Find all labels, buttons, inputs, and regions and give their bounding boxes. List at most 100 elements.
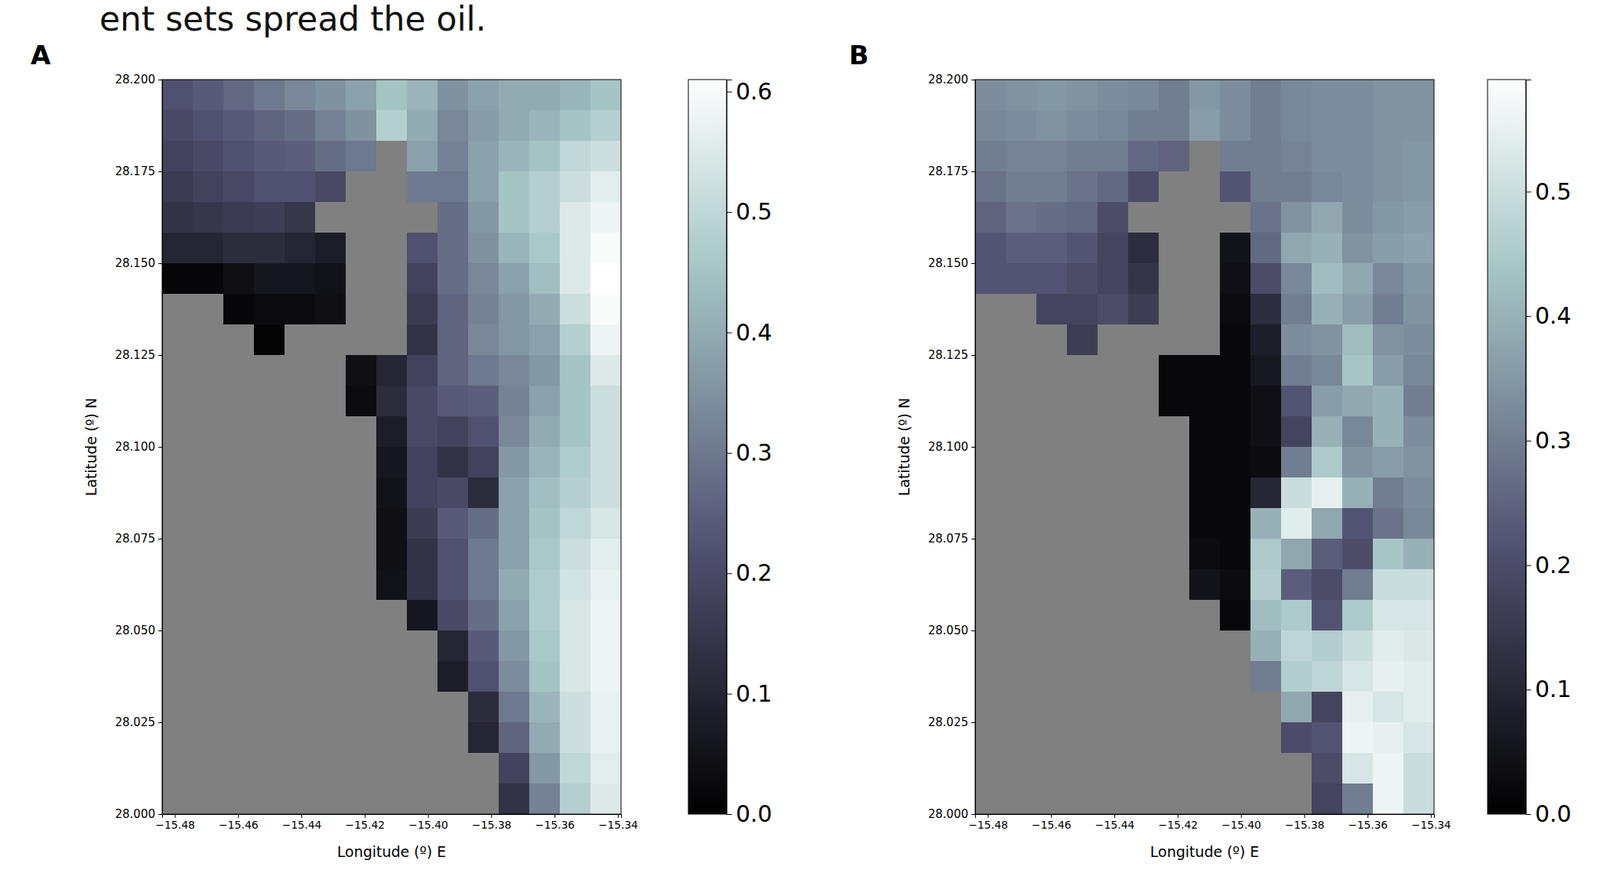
land-cell <box>1189 752 1221 784</box>
y-tick-mark <box>158 79 163 81</box>
land-cell <box>162 660 194 692</box>
cell <box>559 630 592 661</box>
x-axis: −15.48−15.46−15.44−15.42−15.40−15.38−15.… <box>155 813 638 831</box>
cell <box>498 171 531 202</box>
y-tick-label: 28.000 <box>928 806 970 821</box>
cell <box>1036 110 1068 141</box>
cell <box>437 660 469 692</box>
cell <box>1066 201 1099 233</box>
y-tick: 28.175 <box>115 164 163 179</box>
y-axis-line <box>158 80 163 815</box>
cell <box>590 354 622 386</box>
cell <box>559 446 592 478</box>
y-tick: 28.000 <box>115 806 163 821</box>
cell <box>192 232 225 264</box>
land-cell <box>376 171 408 202</box>
land-cell <box>1189 721 1221 753</box>
cell <box>1403 477 1435 508</box>
y-tick: 28.025 <box>115 715 163 729</box>
cell <box>1403 324 1435 355</box>
x-tick: −15.46 <box>218 813 259 831</box>
cell <box>437 293 469 325</box>
land-cell <box>468 752 500 784</box>
cell <box>1372 599 1405 631</box>
cell <box>1097 171 1129 202</box>
x-tick: −15.34 <box>1411 813 1451 831</box>
land-cell <box>1097 477 1129 508</box>
land-cell <box>162 477 194 508</box>
land-cell <box>1097 385 1129 417</box>
cell <box>437 538 469 570</box>
cell <box>529 752 561 784</box>
cell <box>468 599 500 631</box>
land-cell <box>376 783 408 814</box>
land-cell <box>253 783 286 814</box>
y-tick-label: 28.150 <box>928 256 970 270</box>
land-cell <box>1189 232 1221 264</box>
cell <box>376 538 408 570</box>
land-cell <box>345 660 378 692</box>
cell <box>1036 171 1068 202</box>
cell <box>1250 232 1282 264</box>
land-cell <box>284 630 316 661</box>
land-cell <box>1066 477 1099 508</box>
land-cell <box>1005 538 1038 570</box>
cell <box>559 354 592 386</box>
colorbar-tick-label: 0.4 <box>1534 302 1572 329</box>
y-tick-label: 28.000 <box>115 806 157 821</box>
cell <box>1311 263 1344 294</box>
cell <box>223 232 255 264</box>
cell <box>529 263 561 294</box>
land-cell <box>376 263 408 294</box>
cell <box>376 507 408 539</box>
y-tick: 28.125 <box>115 347 163 362</box>
cell <box>1311 507 1344 539</box>
y-tick: 28.075 <box>115 531 163 546</box>
cell <box>406 324 439 355</box>
colorbar-tick-mark <box>726 693 732 695</box>
x-tick-label: −15.36 <box>1348 818 1389 831</box>
cell <box>1403 446 1435 478</box>
colorbar-tick: 0.5 <box>726 198 773 225</box>
cell <box>437 354 469 386</box>
cell <box>1250 171 1282 202</box>
colorbar-tick-mark <box>726 91 732 93</box>
cell <box>468 446 500 478</box>
cell <box>590 385 622 417</box>
cell <box>1403 691 1435 722</box>
land-cell <box>1158 263 1191 294</box>
y-axis: 28.00028.02528.05028.07528.10028.12528.1… <box>928 72 976 821</box>
y-tick-label: 28.075 <box>115 531 157 546</box>
cell <box>468 293 500 325</box>
y-tick-mark <box>971 813 976 815</box>
cell <box>529 660 561 692</box>
land-cell <box>192 507 225 539</box>
x-tick-label: −15.38 <box>1284 818 1325 831</box>
colorbar-tick-mark <box>726 813 732 815</box>
land-cell <box>1036 783 1068 814</box>
land-cell <box>253 385 286 417</box>
x-tick: −15.44 <box>1095 813 1135 831</box>
land-cell <box>1128 507 1160 539</box>
cell <box>1128 110 1160 141</box>
land-cell <box>162 354 194 386</box>
land-cell <box>1219 691 1252 722</box>
cell <box>192 201 225 233</box>
cell <box>1342 783 1374 814</box>
colorbar-axis-line <box>727 80 733 815</box>
land-cell <box>1005 446 1038 478</box>
land-cell <box>975 752 1007 784</box>
cell <box>498 79 531 111</box>
land-cell <box>1097 569 1129 600</box>
y-tick-mark <box>971 630 976 631</box>
cell <box>1281 232 1313 264</box>
colorbar-tick: 0.0 <box>1525 800 1572 827</box>
land-cell <box>1036 385 1068 417</box>
y-tick-mark <box>158 354 163 356</box>
cell <box>1311 446 1344 478</box>
cell <box>559 201 592 233</box>
land-cell <box>1066 354 1099 386</box>
cell <box>1189 416 1221 447</box>
land-cell <box>437 752 469 784</box>
cell <box>559 752 592 784</box>
